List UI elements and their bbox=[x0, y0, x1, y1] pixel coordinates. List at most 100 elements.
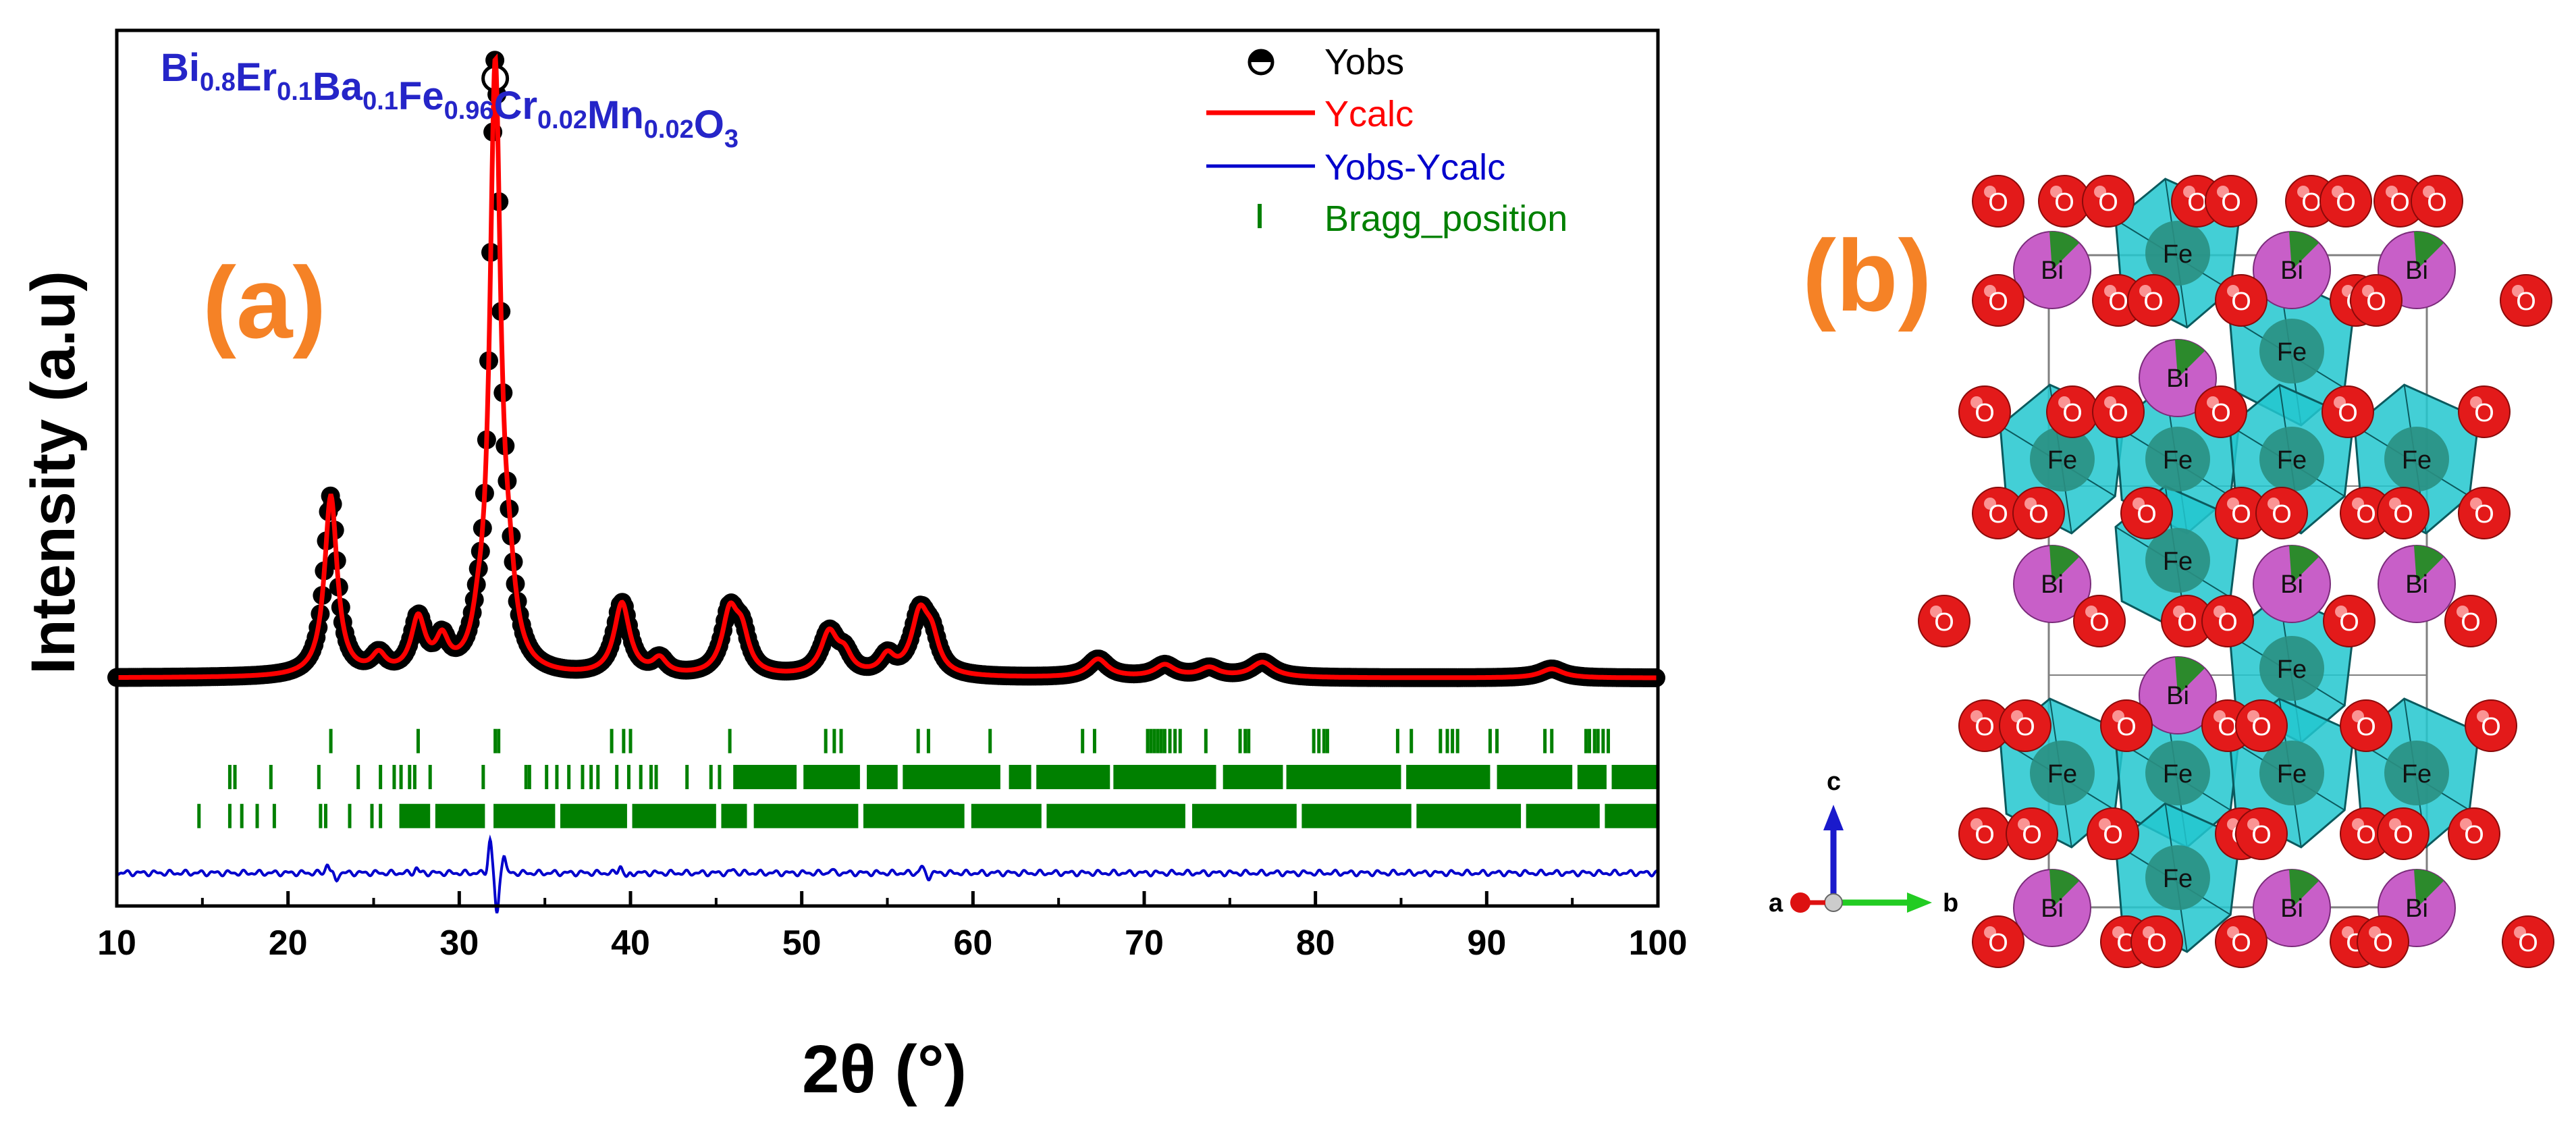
fe-atom: Fe bbox=[2145, 427, 2210, 491]
legend-label-bragg: Bragg_position bbox=[1324, 198, 1567, 239]
legend-label-yobs: Yobs bbox=[1324, 42, 1404, 82]
bragg-band bbox=[435, 803, 485, 828]
fe-label: Fe bbox=[2277, 446, 2307, 475]
fe-label: Fe bbox=[2163, 240, 2193, 269]
y-axis-title: Intensity (a.u) bbox=[19, 271, 88, 674]
x-tick-label: 70 bbox=[1125, 924, 1164, 963]
bi-atom: Bi bbox=[2378, 545, 2456, 623]
o-highlight bbox=[2423, 186, 2435, 198]
fe-atom: Fe bbox=[2259, 741, 2324, 805]
o-label: O bbox=[2221, 188, 2241, 217]
o-highlight bbox=[2213, 606, 2226, 618]
panel-label-b: (b) bbox=[1802, 219, 1932, 332]
o-highlight bbox=[2227, 285, 2239, 297]
bragg-band bbox=[1009, 765, 1031, 790]
bi-atom: Bi bbox=[2139, 339, 2217, 417]
o-atom: O bbox=[2046, 385, 2099, 438]
o-highlight bbox=[2213, 710, 2226, 722]
o-atom: O bbox=[2130, 915, 2183, 968]
bi-segment bbox=[2414, 869, 2444, 908]
x-tick-label: 40 bbox=[611, 924, 650, 963]
calculated-curve bbox=[117, 53, 1658, 680]
bragg-band bbox=[721, 803, 747, 828]
fe-atom: Fe bbox=[2259, 636, 2324, 701]
formula-subscript: 3 bbox=[724, 125, 739, 153]
bragg-band bbox=[1406, 765, 1491, 790]
o-label: O bbox=[2015, 713, 2035, 741]
o-highlight bbox=[2460, 818, 2472, 830]
o-label: O bbox=[2098, 188, 2118, 217]
bragg-band bbox=[1611, 765, 1658, 790]
o-highlight bbox=[1970, 710, 1983, 722]
o-label: O bbox=[1975, 399, 1995, 427]
o-atom: O bbox=[2340, 487, 2392, 539]
o-highlight bbox=[2342, 926, 2354, 938]
fe-atom: Fe bbox=[2030, 427, 2095, 491]
fe-label: Fe bbox=[2047, 446, 2077, 475]
bi-segment bbox=[2175, 656, 2205, 695]
origin-dot bbox=[1824, 893, 1843, 912]
bi-label: Bi bbox=[2405, 257, 2428, 285]
o-atom: O bbox=[2323, 595, 2376, 647]
x-tick-label: 30 bbox=[439, 924, 479, 963]
o-atom: O bbox=[2377, 807, 2430, 860]
structure-panel: (b) Fe Fe Fe Fe Fe Fe Fe Fe Fe Fe Fe Fe Fe Bi Bi Bi Bi Bi… bbox=[1769, 175, 2554, 968]
fe-atom: Fe bbox=[2384, 427, 2449, 491]
o-highlight bbox=[1930, 606, 1942, 618]
o-label: O bbox=[2231, 929, 2251, 957]
formula-subscript: 0.8 bbox=[200, 68, 236, 97]
fe-sphere bbox=[2145, 845, 2210, 910]
bragg-band bbox=[1416, 803, 1522, 828]
o-label: O bbox=[2029, 500, 2049, 529]
formula-title: Bi0.8Er0.1Ba0.1Fe0.96Cr0.02Mn0.02O3 bbox=[161, 46, 739, 153]
fe-atom: Fe bbox=[2145, 528, 2210, 593]
o-highlight bbox=[2335, 606, 2347, 618]
bragg-band bbox=[1046, 803, 1185, 828]
o-label: O bbox=[2336, 188, 2356, 217]
o-label: O bbox=[2366, 288, 2386, 316]
o-label: O bbox=[2103, 821, 2123, 849]
bragg-band bbox=[863, 803, 965, 828]
o-atom: O bbox=[1972, 274, 2024, 327]
o-label: O bbox=[2427, 188, 2447, 217]
o-atom: O bbox=[2100, 699, 2153, 752]
o-atom: O bbox=[2465, 699, 2517, 752]
fe-label: Fe bbox=[2277, 338, 2307, 367]
o-highlight bbox=[2352, 498, 2364, 510]
o-label: O bbox=[2211, 399, 2231, 427]
o-label: O bbox=[1988, 188, 2008, 217]
o-highlight bbox=[1970, 818, 1983, 830]
o-highlight bbox=[2132, 498, 2145, 510]
o-highlight bbox=[2018, 818, 2030, 830]
o-label: O bbox=[2116, 713, 2137, 741]
bragg-band bbox=[1577, 765, 1607, 790]
bi-segment bbox=[2289, 231, 2319, 270]
o-label: O bbox=[2272, 500, 2292, 529]
o-label: O bbox=[2461, 608, 2481, 637]
fe-sphere bbox=[2259, 636, 2324, 701]
b-axis-label: b bbox=[1943, 889, 1958, 917]
o-label: O bbox=[2143, 288, 2164, 316]
fe-label: Fe bbox=[2277, 760, 2307, 789]
o-highlight bbox=[2011, 710, 2023, 722]
legend-entry-bragg: Bragg_position bbox=[1258, 198, 1567, 239]
o-highlight bbox=[2297, 186, 2309, 198]
fe-sphere bbox=[2259, 427, 2324, 491]
o-label: O bbox=[2338, 399, 2358, 427]
bragg-ticks bbox=[197, 728, 1658, 828]
o-highlight bbox=[2389, 818, 2401, 830]
o-highlight bbox=[2207, 396, 2219, 408]
o-highlight bbox=[2173, 606, 2185, 618]
o-highlight bbox=[2112, 710, 2124, 722]
bi-label: Bi bbox=[2041, 257, 2064, 285]
fe-sphere bbox=[2145, 427, 2210, 491]
o-atom: O bbox=[2215, 274, 2268, 327]
c-axis-arrowhead bbox=[1823, 805, 1844, 830]
formula-element: Er bbox=[236, 55, 277, 99]
o-atom: O bbox=[2255, 487, 2308, 539]
bragg-band bbox=[1302, 803, 1412, 828]
formula-subscript: 0.96 bbox=[444, 97, 494, 125]
x-tick-label: 60 bbox=[953, 924, 992, 963]
o-atom: O bbox=[2215, 487, 2268, 539]
